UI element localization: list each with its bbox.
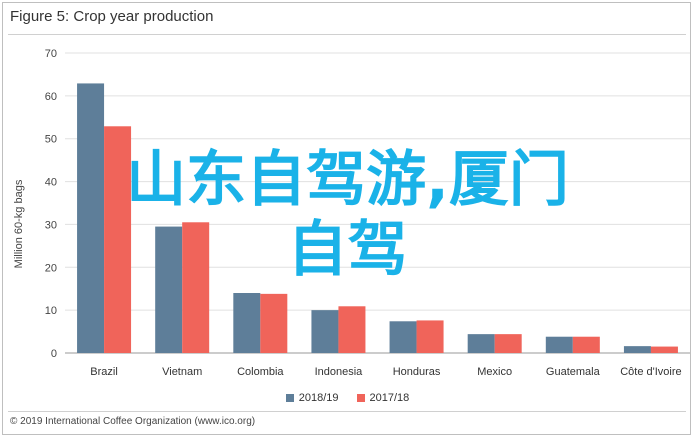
bar-2018-19 (233, 293, 261, 353)
legend-swatch-2018-19 (285, 394, 294, 402)
bar-2017-18 (260, 293, 288, 353)
x-tick-label: Indonesia (315, 366, 364, 378)
bar-2017-18 (182, 222, 210, 353)
legend: 2018/19 2017/18 (0, 392, 695, 404)
bar-2017-18 (650, 346, 678, 353)
legend-item-2018-19: 2018/19 (285, 392, 339, 404)
title-divider (8, 34, 686, 35)
bar-2018-19 (311, 310, 339, 353)
y-tick-label: 20 (45, 262, 57, 274)
x-tick-label: Guatemala (546, 366, 601, 378)
y-tick-label: 0 (51, 348, 57, 360)
bar-2017-18 (104, 126, 132, 354)
bar-2017-18 (338, 306, 366, 353)
legend-swatch-2017-18 (356, 394, 365, 402)
x-tick-label: Brazil (90, 366, 118, 378)
bar-2018-19 (467, 334, 495, 353)
y-tick-label: 50 (45, 134, 57, 146)
footer-divider (8, 411, 686, 412)
bar-2018-19 (545, 336, 573, 353)
legend-label-2017-18: 2017/18 (369, 392, 410, 404)
bar-2018-19 (155, 226, 183, 353)
y-tick-label: 60 (45, 91, 57, 103)
bar-2017-18 (416, 320, 444, 353)
x-tick-label: Honduras (393, 366, 441, 378)
overlay-line-1: 山东自驾游,厦门 (126, 145, 569, 215)
legend-item-2017-18: 2017/18 (356, 392, 410, 404)
bar-2018-19 (77, 83, 105, 353)
figure-title: Figure 5: Crop year production (10, 8, 214, 25)
x-tick-label: Mexico (477, 366, 512, 378)
bar-2018-19 (389, 321, 417, 353)
overlay-line-2: 自驾 (287, 215, 408, 285)
legend-label-2018-19: 2018/19 (298, 392, 339, 404)
bar-2018-19 (623, 346, 651, 353)
footer-credit: © 2019 International Coffee Organization… (10, 416, 256, 427)
x-tick-label: Colombia (237, 366, 284, 378)
y-tick-label: 70 (45, 48, 57, 60)
watermark-overlay-text: 山东自驾游,厦门 自驾 (0, 145, 695, 285)
x-tick-label: Vietnam (162, 366, 202, 378)
y-tick-label: 40 (45, 177, 57, 189)
y-tick-label: 30 (45, 219, 57, 231)
x-tick-label: Côte d'Ivoire (620, 366, 681, 378)
bar-2017-18 (572, 336, 600, 353)
y-tick-label: 10 (45, 305, 57, 317)
figure-border (2, 2, 691, 435)
bar-2017-18 (494, 334, 522, 353)
